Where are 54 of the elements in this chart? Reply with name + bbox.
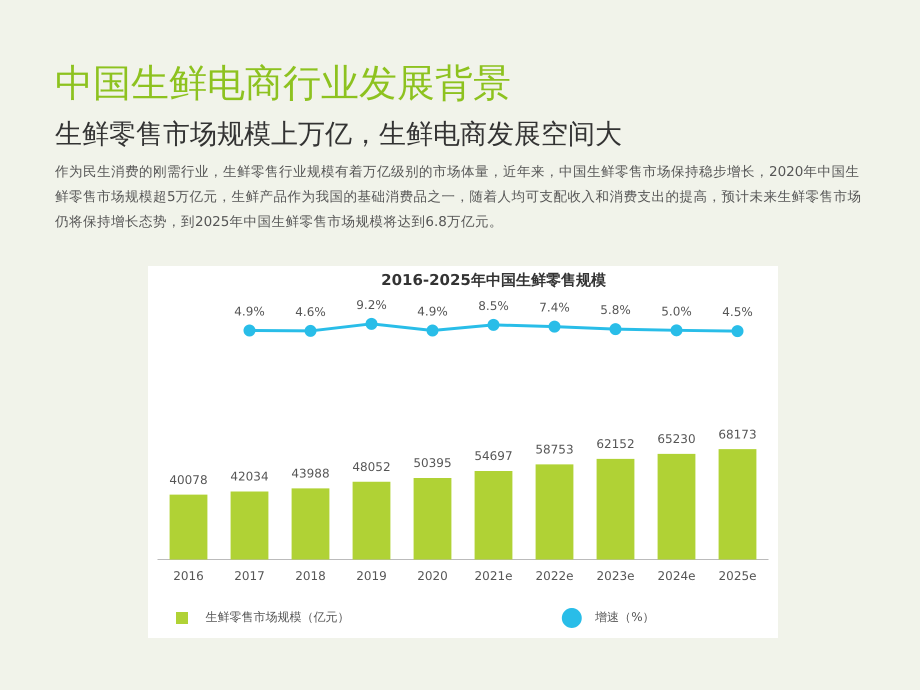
bar <box>414 478 452 560</box>
point <box>610 323 622 336</box>
data-label: 48052 <box>352 460 391 474</box>
data-label: 5.0% <box>661 304 692 318</box>
point <box>304 324 316 337</box>
data-label: 4.5% <box>722 305 753 320</box>
bar <box>596 458 634 560</box>
bar <box>352 482 390 560</box>
bar <box>718 449 756 560</box>
x-tick-label: 2021e <box>474 568 512 583</box>
data-label: 9.2% <box>356 298 387 312</box>
x-tick-label: 2023e <box>596 568 634 583</box>
point <box>244 324 256 336</box>
bar <box>230 491 268 560</box>
x-tick-label: 2018 <box>295 568 326 583</box>
data-label: 42034 <box>230 470 269 484</box>
x-tick-label: 2025e <box>718 568 756 583</box>
x-tick-label: 2024e <box>658 568 696 583</box>
legend-label: 生鲜零售市场规模（亿元） <box>194 610 445 624</box>
x-tick-label: 2017 <box>234 568 265 583</box>
data-label: 4.6% <box>295 305 326 320</box>
data-label: 65230 <box>657 432 696 446</box>
data-label: 4.9% <box>417 304 448 319</box>
bar <box>658 454 696 560</box>
text: 作为民生消费的刚需行业，生鲜零售行业规模有着万亿级别的市场体量，近年来，中国生鲜零售市场保持稳步增长，2020年中国生鲜零售市场规模超5万亿元，生鲜产品作为我国的基础消费品之一，随着人均可支配收入和消费支出的提高，预计未来生鲜零售市场仍将保持增长态势，到2025年中国生鲜零售市场规模将达到6.8万亿元。 <box>55 163 863 232</box>
bar <box>536 464 574 560</box>
x-tick-label: 2016 <box>173 568 204 583</box>
data-label: 43988 <box>291 466 330 480</box>
data-label: 8.5% <box>478 299 509 314</box>
text: 中国生鲜电商行业发展背景 <box>55 60 511 107</box>
data-label: 5.8% <box>600 303 631 318</box>
point <box>732 325 744 338</box>
x-tick-label: 2019 <box>356 568 387 583</box>
x-tick-label: 2020 <box>417 568 448 583</box>
data-label: 4.9% <box>234 304 265 319</box>
data-label: 62152 <box>596 437 635 452</box>
point <box>548 320 560 333</box>
point <box>426 324 438 336</box>
point <box>670 324 682 336</box>
data-label: 50395 <box>413 456 452 470</box>
text: 生鲜零售市场规模上万亿，生鲜电商发展空间大 <box>55 118 622 152</box>
data-label: 68173 <box>718 427 757 442</box>
data-label: 58753 <box>535 442 574 457</box>
point <box>488 318 500 331</box>
bar <box>170 494 208 560</box>
point <box>366 318 378 330</box>
data-label: 7.4% <box>539 300 570 315</box>
x-tick-label: 2022e <box>536 568 574 583</box>
data-label: 40078 <box>169 472 208 487</box>
legend-label: 增速（%） <box>584 610 750 624</box>
chart-title: 2016-2025年中国生鲜零售规模 <box>381 270 607 289</box>
bar <box>474 470 512 560</box>
data-label: 54697 <box>474 449 513 464</box>
bar <box>292 488 330 560</box>
